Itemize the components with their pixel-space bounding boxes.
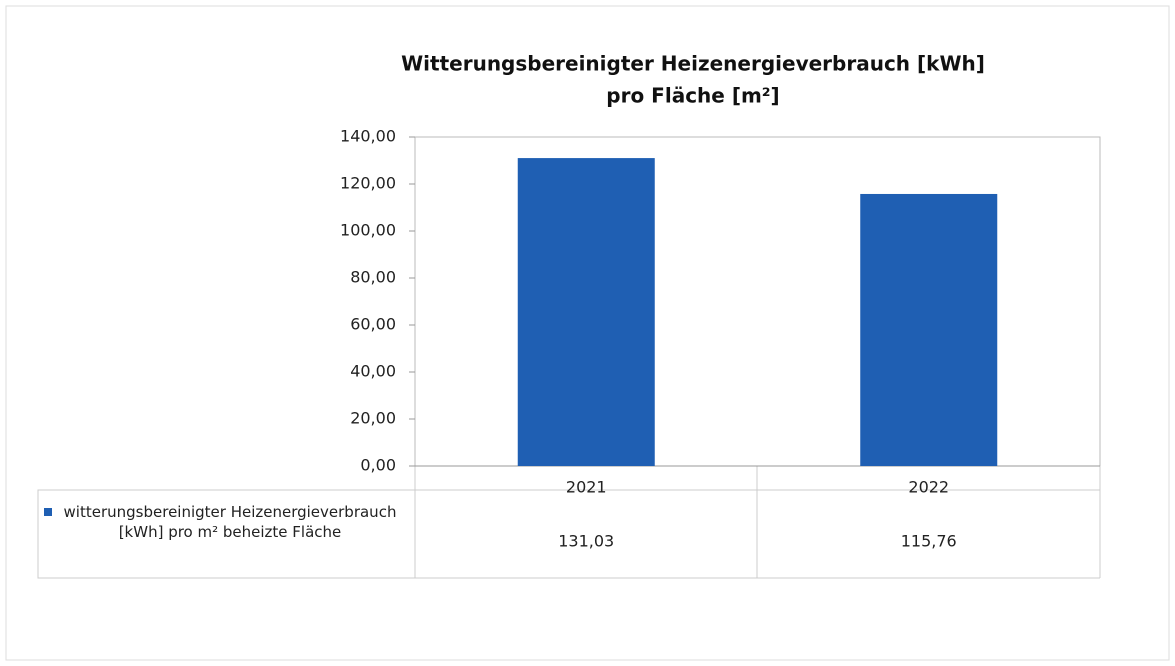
chart-title: pro Fläche [m²]	[606, 84, 779, 108]
x-tick-label: 2022	[908, 478, 949, 497]
x-tick-label: 2021	[566, 478, 607, 497]
bar	[517, 158, 655, 466]
legend-label: witterungsbereinigter Heizenergieverbrau…	[63, 503, 397, 541]
legend-swatch	[44, 508, 52, 516]
y-tick-label: 80,00	[350, 268, 396, 287]
y-tick-label: 120,00	[340, 174, 396, 193]
y-tick-label: 40,00	[350, 362, 396, 381]
data-label: 131,03	[558, 532, 614, 551]
chart-title: Witterungsbereinigter Heizenergieverbrau…	[401, 52, 985, 76]
y-tick-label: 100,00	[340, 221, 396, 240]
frame	[5, 5, 1170, 661]
y-tick-label: 140,00	[340, 127, 396, 146]
data-label: 115,76	[901, 532, 957, 551]
y-tick-label: 20,00	[350, 409, 396, 428]
y-tick-label: 60,00	[350, 315, 396, 334]
bar	[860, 193, 998, 467]
y-tick-label: 0,00	[360, 456, 396, 475]
